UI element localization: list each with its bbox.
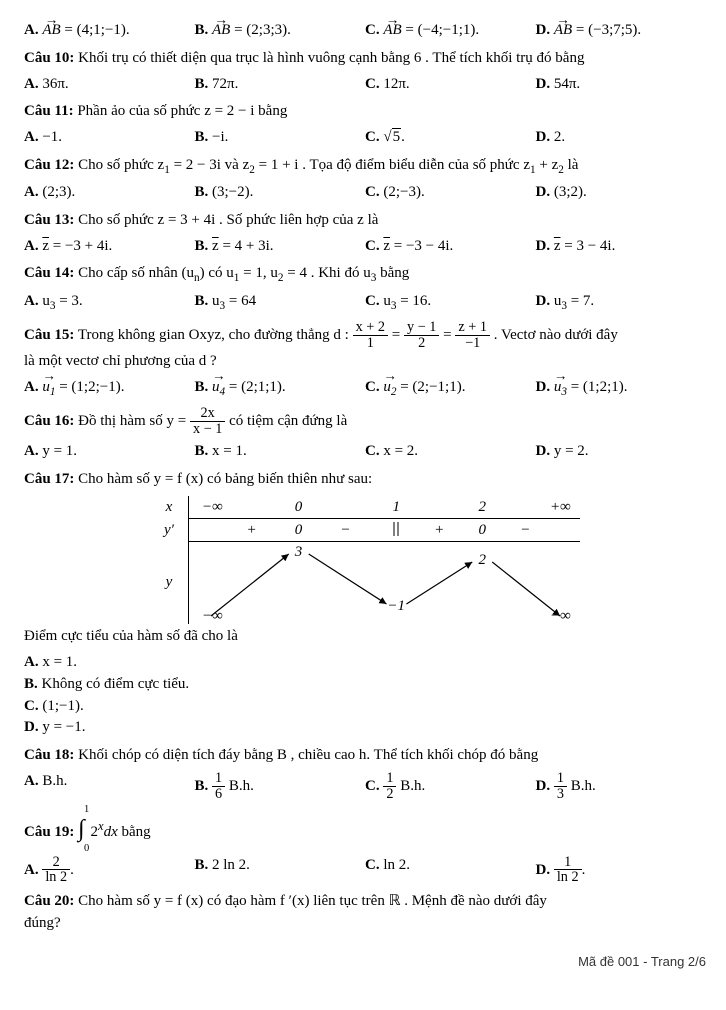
q14-options: A. u3 = 3. B. u3 = 64 C. u3 = 16. D. u3 … [24, 291, 706, 314]
q19: Câu 19: 1 ∫ 0 2xdx bằng [24, 812, 706, 847]
vec-ab: AB [42, 20, 60, 42]
q11-options: A. −1. B. −i. C. 5. D. 2. [24, 127, 706, 149]
q12-options: A. (2;3). B. (3;−2). C. (2;−3). D. (3;2)… [24, 182, 706, 204]
q18: Câu 18: Khối chóp có diện tích đáy bằng … [24, 745, 706, 767]
q12: Câu 12: Cho số phức z1 = 2 − 3i và z2 = … [24, 155, 706, 178]
q13-options: A. z = −3 + 4i. B. z = 4 + 3i. C. z = −3… [24, 236, 706, 258]
q9-d: D. AB = (−3;7;5). [536, 20, 707, 42]
q20: Câu 20: Cho hàm số y = f (x) có đạo hàm … [24, 891, 706, 913]
page-footer: Mã đề 001 - Trang 2/6 [24, 953, 706, 972]
q15-options: A. u1 = (1;2;−1). B. u4 = (2;1;1). C. u2… [24, 377, 706, 400]
sqrt-icon: 5 [383, 127, 401, 149]
q19-options: A. 2ln 2. B. 2 ln 2. C. ln 2. D. 1ln 2. [24, 855, 706, 886]
q18-options: A. B.h. B. 16 B.h. C. 12 B.h. D. 13 B.h. [24, 771, 706, 802]
q16-options: A. y = 1. B. x = 1. C. x = 2. D. y = 2. [24, 441, 706, 463]
q13: Câu 13: Cho số phức z = 3 + 4i . Số phức… [24, 210, 706, 232]
variation-arrows [189, 542, 580, 624]
q9-c: C. AB = (−4;−1;1). [365, 20, 536, 42]
q17: Câu 17: Cho hàm số y = f (x) có bảng biế… [24, 469, 706, 491]
q10-options: A. 36π. B. 72π. C. 12π. D. 54π. [24, 74, 706, 96]
q14: Câu 14: Cho cấp số nhân (un) có u1 = 1, … [24, 263, 706, 286]
q9-b: B. AB = (2;3;3). [195, 20, 366, 42]
q15: Câu 15: Trong không gian Oxyz, cho đường… [24, 320, 706, 351]
integral-icon: 1 ∫ 0 [78, 812, 85, 847]
double-bar-icon [394, 522, 399, 536]
q17-options: A. x = 1. B. Không có điểm cực tiểu. C. … [24, 652, 706, 739]
q9-a: A. AB = (4;1;−1). [24, 20, 195, 42]
q11: Câu 11: Phần ảo của số phức z = 2 − i bằ… [24, 101, 706, 123]
q16: Câu 16: Đồ thị hàm số y = 2xx − 1 có tiệ… [24, 406, 706, 437]
q9-options: A. AB = (4;1;−1). B. AB = (2;3;3). C. AB… [24, 20, 706, 42]
variation-table: x −∞ 0 1 2 +∞ y′ + 0 − + 0 − y [150, 496, 580, 624]
q10: Câu 10: Khối trụ có thiết diện qua trục … [24, 48, 706, 70]
